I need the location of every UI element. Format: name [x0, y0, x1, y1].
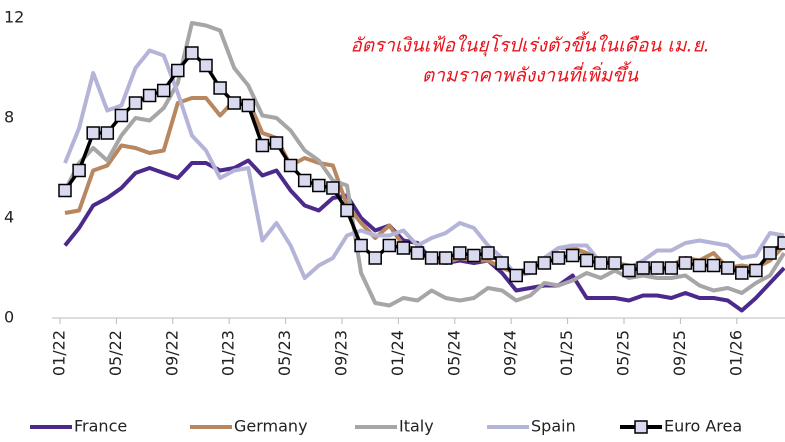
marker: [326, 181, 340, 195]
x-tick-label: 09/23: [332, 330, 351, 376]
marker: [283, 158, 298, 173]
marker: [312, 178, 326, 193]
marker: [72, 163, 86, 178]
marker: [255, 138, 270, 153]
marker: [453, 246, 467, 260]
marker: [706, 258, 721, 273]
marker: [424, 251, 439, 265]
series-line: [63, 48, 785, 280]
marker: [368, 251, 382, 265]
marker: [509, 268, 523, 283]
x-tick-label: 01/24: [388, 330, 407, 376]
x-tick-label: 09/22: [162, 330, 181, 376]
legend-label: Euro Area: [664, 417, 742, 436]
x-tick-label: 05/25: [614, 330, 633, 376]
marker: [171, 63, 185, 78]
legend-label: Germany: [234, 417, 308, 436]
marker: [382, 238, 397, 253]
marker: [128, 96, 143, 110]
marker: [720, 261, 735, 275]
x-tick-label: 09/24: [501, 330, 520, 376]
marker: [410, 246, 425, 260]
marker: [495, 256, 509, 270]
marker: [608, 256, 622, 270]
marker: [227, 96, 241, 110]
marker: [297, 173, 312, 188]
marker: [523, 261, 538, 275]
marker: [340, 203, 354, 218]
y-tick-label: 4: [4, 208, 14, 227]
chart-title: ตามราคาพลังงานที่เพิ่มขึ้น: [422, 61, 639, 87]
legend-label: France: [74, 417, 127, 436]
marker: [213, 81, 227, 95]
marker: [100, 126, 115, 140]
marker: [692, 258, 707, 273]
series-line: [63, 158, 785, 313]
marker: [650, 261, 664, 275]
marker: [269, 136, 284, 150]
x-tick-label: 05/24: [444, 330, 463, 376]
marker: [565, 248, 580, 263]
x-tick-label: 01/26: [726, 330, 745, 376]
y-tick-label: 12: [4, 8, 24, 27]
legend-label: Italy: [399, 417, 434, 436]
chart-title: อัตราเงินเฟ้อในยุโรปเร่งตัวขึ้นในเดือน เ…: [350, 31, 709, 57]
marker: [481, 246, 495, 260]
marker: [579, 253, 594, 268]
marker: [156, 83, 171, 98]
marker: [594, 256, 608, 270]
marker: [664, 261, 679, 275]
marker: [622, 263, 636, 278]
series-line: [63, 51, 785, 278]
marker: [678, 256, 693, 270]
marker: [86, 126, 100, 140]
marker: [142, 88, 157, 103]
x-tick-label: 01/25: [557, 330, 576, 376]
x-tick-label: 05/22: [106, 330, 125, 376]
marker: [396, 241, 411, 255]
x-tick-label: 01/23: [219, 330, 238, 376]
y-tick-label: 8: [4, 108, 14, 127]
marker: [354, 238, 368, 253]
marker: [199, 58, 213, 73]
marker: [114, 108, 129, 123]
x-tick-label: 01/22: [50, 330, 69, 376]
y-tick-label: 0: [4, 308, 14, 327]
marker: [551, 251, 566, 265]
marker: [58, 183, 72, 198]
x-tick-label: 09/25: [670, 330, 689, 376]
x-tick-label: 05/23: [275, 330, 294, 376]
legend-label: Spain: [531, 417, 576, 436]
marker: [467, 248, 481, 263]
marker: [241, 98, 256, 113]
marker: [185, 46, 199, 60]
marker: [636, 261, 650, 275]
legend-marker: [634, 420, 648, 434]
marker: [777, 236, 785, 250]
series-line: [63, 21, 785, 308]
marker: [537, 256, 552, 270]
marker: [735, 266, 749, 280]
marker: [763, 246, 777, 260]
marker: [438, 251, 453, 265]
marker: [749, 263, 763, 278]
